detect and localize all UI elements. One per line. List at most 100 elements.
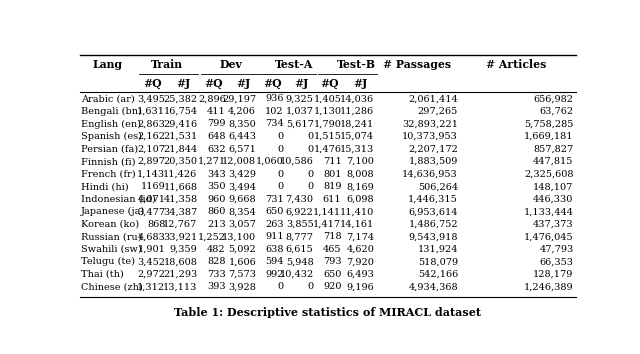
- Text: 14,636,953: 14,636,953: [402, 170, 458, 179]
- Text: 992: 992: [266, 270, 284, 279]
- Text: 1,446,315: 1,446,315: [408, 195, 458, 204]
- Text: 25,382: 25,382: [163, 95, 198, 103]
- Text: 9,196: 9,196: [346, 282, 374, 291]
- Text: #Q: #Q: [143, 78, 162, 89]
- Text: 7,174: 7,174: [346, 232, 374, 241]
- Text: 437,373: 437,373: [533, 220, 573, 229]
- Text: 33,921: 33,921: [163, 232, 198, 241]
- Text: 4,683: 4,683: [138, 232, 165, 241]
- Text: # Passages: # Passages: [383, 59, 451, 70]
- Text: 2,863: 2,863: [138, 120, 165, 129]
- Text: 819: 819: [323, 182, 341, 191]
- Text: Lang: Lang: [92, 59, 122, 70]
- Text: 1,037: 1,037: [285, 107, 314, 116]
- Text: 0: 0: [307, 182, 314, 191]
- Text: Finnish (fi): Finnish (fi): [81, 157, 136, 166]
- Text: 920: 920: [323, 282, 341, 291]
- Text: 4,206: 4,206: [228, 107, 256, 116]
- Text: 8,777: 8,777: [285, 232, 314, 241]
- Text: 4,071: 4,071: [138, 195, 165, 204]
- Text: #Q: #Q: [321, 78, 339, 89]
- Text: Telugu (te): Telugu (te): [81, 257, 135, 267]
- Text: 8,008: 8,008: [346, 170, 374, 179]
- Text: 5,617: 5,617: [285, 120, 314, 129]
- Text: Bengali (bn): Bengali (bn): [81, 107, 142, 116]
- Text: 148,107: 148,107: [533, 182, 573, 191]
- Text: 936: 936: [266, 95, 284, 103]
- Text: 650: 650: [323, 270, 341, 279]
- Text: 3,477: 3,477: [137, 207, 165, 216]
- Text: 6,098: 6,098: [346, 195, 374, 204]
- Text: 12,008: 12,008: [222, 157, 256, 166]
- Text: 21,293: 21,293: [163, 270, 198, 279]
- Text: 15,074: 15,074: [340, 132, 374, 141]
- Text: 8,169: 8,169: [346, 182, 374, 191]
- Text: 213: 213: [207, 220, 226, 229]
- Text: 18,608: 18,608: [164, 257, 198, 267]
- Text: 263: 263: [265, 220, 284, 229]
- Text: #J: #J: [294, 78, 308, 89]
- Text: 1,486,752: 1,486,752: [408, 220, 458, 229]
- Text: 8,350: 8,350: [228, 120, 256, 129]
- Text: 4,620: 4,620: [346, 245, 374, 254]
- Text: 960: 960: [207, 195, 226, 204]
- Text: 11,410: 11,410: [340, 207, 374, 216]
- Text: 2,162: 2,162: [138, 132, 165, 141]
- Text: 131,924: 131,924: [417, 245, 458, 254]
- Text: 1,669,181: 1,669,181: [524, 132, 573, 141]
- Text: 6,571: 6,571: [228, 144, 256, 154]
- Text: 63,762: 63,762: [540, 107, 573, 116]
- Text: 13,100: 13,100: [222, 232, 256, 241]
- Text: #Q: #Q: [263, 78, 282, 89]
- Text: 1,476,045: 1,476,045: [524, 232, 573, 241]
- Text: 6,615: 6,615: [286, 245, 314, 254]
- Text: 11,286: 11,286: [340, 107, 374, 116]
- Text: Persian (fa): Persian (fa): [81, 144, 138, 154]
- Text: French (fr): French (fr): [81, 170, 136, 179]
- Text: 41,358: 41,358: [163, 195, 198, 204]
- Text: 718: 718: [323, 232, 341, 241]
- Text: 2,896: 2,896: [198, 95, 226, 103]
- Text: 0: 0: [307, 144, 314, 154]
- Text: 1,515: 1,515: [314, 132, 341, 141]
- Text: 482: 482: [207, 245, 226, 254]
- Text: 1,252: 1,252: [198, 232, 226, 241]
- Text: 2,897: 2,897: [138, 157, 165, 166]
- Text: 11,668: 11,668: [164, 182, 198, 191]
- Text: 656,982: 656,982: [534, 95, 573, 103]
- Text: 14,036: 14,036: [340, 95, 374, 103]
- Text: 3,494: 3,494: [228, 182, 256, 191]
- Text: #J: #J: [353, 78, 367, 89]
- Text: 733: 733: [207, 270, 226, 279]
- Text: 650: 650: [266, 207, 284, 216]
- Text: Test-A: Test-A: [275, 59, 314, 70]
- Text: 16,754: 16,754: [163, 107, 198, 116]
- Text: 860: 860: [207, 207, 226, 216]
- Text: 10,586: 10,586: [280, 157, 314, 166]
- Text: Train: Train: [151, 59, 183, 70]
- Text: 1,790: 1,790: [314, 120, 341, 129]
- Text: 638: 638: [266, 245, 284, 254]
- Text: Swahili (sw): Swahili (sw): [81, 245, 141, 254]
- Text: 9,543,918: 9,543,918: [408, 232, 458, 241]
- Text: 21,531: 21,531: [163, 132, 198, 141]
- Text: 2,107: 2,107: [138, 144, 165, 154]
- Text: # Articles: # Articles: [486, 59, 547, 70]
- Text: 343: 343: [207, 170, 226, 179]
- Text: 3,429: 3,429: [228, 170, 256, 179]
- Text: 1,606: 1,606: [228, 257, 256, 267]
- Text: Dev: Dev: [220, 59, 243, 70]
- Text: 11,426: 11,426: [163, 170, 198, 179]
- Text: 21,844: 21,844: [163, 144, 198, 154]
- Text: 447,815: 447,815: [533, 157, 573, 166]
- Text: 0: 0: [278, 282, 284, 291]
- Text: 1,060: 1,060: [256, 157, 284, 166]
- Text: 13,113: 13,113: [163, 282, 198, 291]
- Text: Indonesian (id): Indonesian (id): [81, 195, 156, 204]
- Text: 2,325,608: 2,325,608: [524, 170, 573, 179]
- Text: 2,972: 2,972: [138, 270, 165, 279]
- Text: 0: 0: [278, 132, 284, 141]
- Text: 5,092: 5,092: [228, 245, 256, 254]
- Text: 7,100: 7,100: [346, 157, 374, 166]
- Text: 8,354: 8,354: [228, 207, 256, 216]
